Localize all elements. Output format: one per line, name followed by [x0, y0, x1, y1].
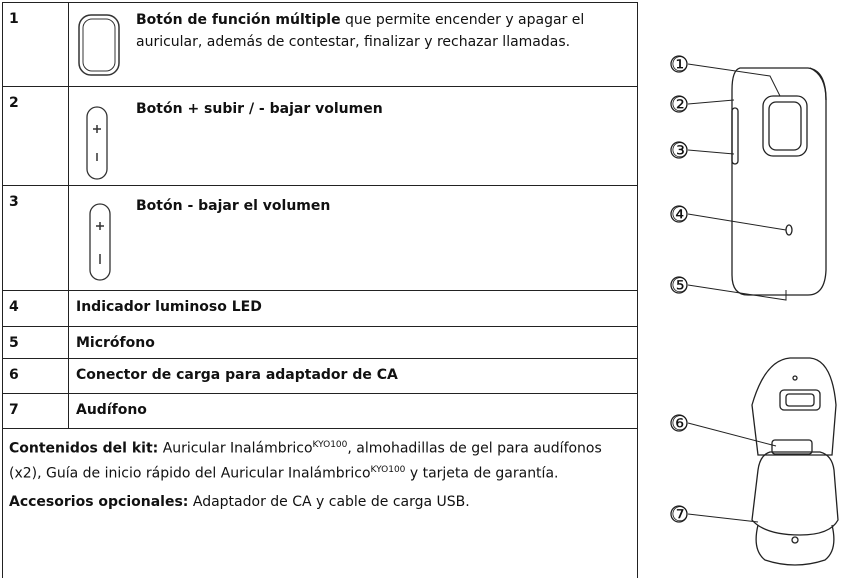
kit-note: Contenidos del kit: Auricular Inalámbric…: [9, 435, 631, 484]
row-label: Botón de función múltiple: [136, 12, 341, 28]
notes: Contenidos del kit: Auricular Inalámbric…: [2, 428, 638, 578]
row-number: 6: [9, 367, 19, 383]
note-label: Contenidos del kit:: [9, 440, 159, 457]
row-label: Botón + subir / - bajar volumen: [136, 101, 383, 117]
row-text: Botón de función múltiple que permite en…: [136, 9, 631, 53]
row: 3 Botón - bajar el volumen: [2, 185, 638, 291]
icon: [78, 14, 120, 76]
row: 7 Audífono: [2, 393, 638, 429]
note-text: Adaptador de CA y cable de carga USB.: [192, 494, 470, 511]
callout: ③: [671, 138, 689, 162]
row: 5 Micrófono: [2, 326, 638, 359]
callout: ②: [671, 92, 689, 116]
row-number: 3: [9, 194, 19, 210]
superscript: KYO100: [370, 464, 406, 475]
icon: [86, 106, 108, 180]
note-label: Accesorios opcionales:: [9, 494, 189, 511]
callout: ④: [671, 202, 689, 226]
row: 2 Botón + subir / - bajar volumen: [2, 86, 638, 186]
row: 1 Botón de función múltiple que permite …: [2, 2, 638, 87]
note-text: Auricular Inalámbrico: [162, 440, 313, 457]
callout: ⑤: [671, 273, 689, 297]
row-number: 1: [9, 11, 19, 27]
icon: [89, 203, 111, 281]
callout: ①: [671, 52, 689, 76]
row-desc: que permite encender y apagar el auricul…: [136, 12, 585, 50]
row: 6 Conector de carga para adaptador de CA: [2, 358, 638, 394]
row-label: Micrófono: [76, 335, 155, 351]
row: 4 Indicador luminoso LED: [2, 290, 638, 327]
note-text: y tarjeta de garantía.: [405, 465, 559, 482]
row-label: Indicador luminoso LED: [76, 299, 262, 315]
note-text: , almohadillas de gel para audífonos (x2…: [9, 440, 602, 482]
row-number: 7: [9, 402, 19, 418]
superscript: KYO100: [312, 440, 348, 450]
row-label: Botón - bajar el volumen: [136, 198, 331, 214]
callout: ⑦: [671, 502, 689, 526]
row-number: 5: [9, 335, 19, 351]
device-figure: [670, 55, 839, 566]
row-label: Audífono: [76, 402, 147, 418]
row-number: 4: [9, 299, 19, 315]
row-number: 2: [9, 95, 19, 111]
accessories-note: Accesorios opcionales: Adaptador de CA y…: [9, 492, 631, 513]
row-label: Conector de carga para adaptador de CA: [76, 367, 398, 383]
callout: ⑥: [671, 411, 689, 435]
